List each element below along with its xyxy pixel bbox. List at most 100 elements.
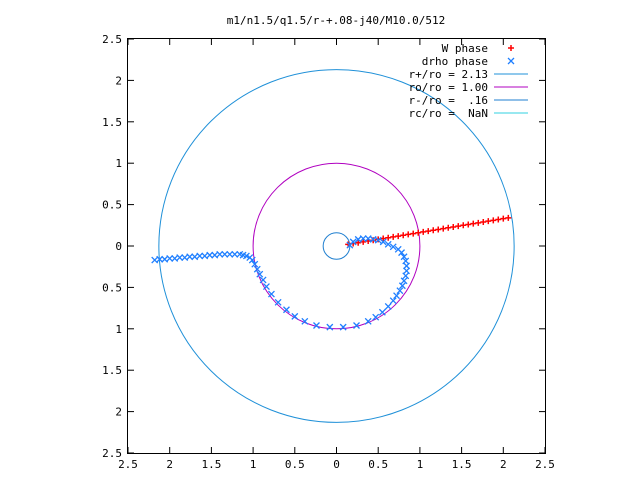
drho-phase-point bbox=[236, 250, 244, 258]
y-tick-label: 0.5 bbox=[102, 281, 122, 294]
w-phase-point bbox=[445, 224, 452, 231]
drho-phase-point bbox=[256, 270, 264, 278]
drho-phase-point bbox=[274, 298, 282, 306]
drho-phase-point bbox=[262, 283, 270, 291]
w-phase-point bbox=[500, 215, 507, 222]
drho-phase-point bbox=[313, 322, 320, 329]
x-tick-label: 2 bbox=[500, 458, 507, 471]
drho-phase-point bbox=[251, 260, 259, 268]
y-tick-label: 1.5 bbox=[102, 116, 122, 129]
drho-phase-point bbox=[259, 276, 267, 284]
legend-entry-label: r+/ro = 2.13 bbox=[409, 68, 488, 81]
drho-phase-point bbox=[349, 238, 357, 246]
w-phase-point bbox=[420, 228, 427, 235]
drho-phase-point bbox=[402, 272, 410, 280]
x-tick-label: 2 bbox=[166, 458, 173, 471]
drho-phase-point bbox=[398, 282, 406, 290]
y-tick-label: 0 bbox=[115, 240, 122, 253]
x-tick-label: 1 bbox=[250, 458, 257, 471]
drho-phase-point bbox=[359, 235, 367, 243]
drho-phase-point bbox=[151, 256, 159, 264]
w-phase-point bbox=[505, 214, 512, 221]
drho-phase-point bbox=[201, 252, 209, 260]
drho-phase-point bbox=[211, 251, 219, 259]
drho-phase-point bbox=[364, 317, 372, 325]
drho-phase-point bbox=[339, 323, 347, 331]
legend-entry-label: W phase bbox=[442, 42, 488, 55]
drho-phase-point bbox=[161, 255, 169, 263]
y-tick-label: 2 bbox=[115, 74, 122, 87]
w-phase-point bbox=[355, 239, 362, 246]
drho-phase-point bbox=[353, 322, 360, 329]
x-tick-label: 2.5 bbox=[535, 458, 555, 471]
drho-phase-point bbox=[221, 250, 229, 258]
w-phase-point bbox=[410, 230, 417, 237]
w-phase-point bbox=[435, 226, 442, 233]
drho-phase-point bbox=[267, 290, 275, 298]
w-phase-point bbox=[465, 221, 472, 228]
drho-phase-point bbox=[231, 250, 239, 258]
y-tick-label: 1.5 bbox=[102, 364, 122, 377]
w-phase-point bbox=[385, 234, 392, 241]
y-tick-label: 1 bbox=[115, 323, 122, 336]
w-phase-point bbox=[380, 235, 387, 242]
w-phase-point bbox=[475, 219, 482, 226]
drho-phase-point bbox=[301, 317, 309, 325]
legend-plus-sample bbox=[508, 45, 514, 51]
drho-phase-point bbox=[226, 250, 234, 258]
legend-entry-label: ro/ro = 1.00 bbox=[409, 81, 488, 94]
x-tick-label: 0 bbox=[333, 458, 340, 471]
w-phase-point bbox=[485, 218, 492, 225]
drho-phase-point bbox=[384, 302, 392, 310]
drho-phase-point bbox=[246, 254, 254, 262]
drho-phase-point bbox=[291, 312, 299, 320]
w-phase-point bbox=[405, 231, 412, 238]
w-phase-point bbox=[400, 232, 407, 239]
w-phase-point bbox=[440, 225, 447, 232]
drho-phase-point bbox=[400, 277, 408, 285]
x-tick-label: 2.5 bbox=[118, 458, 138, 471]
drho-phase-point bbox=[378, 308, 386, 316]
x-tick-label: 1 bbox=[417, 458, 424, 471]
y-tick-label: 2.5 bbox=[102, 447, 122, 460]
w-phase-point bbox=[495, 216, 502, 223]
drho-phase-point bbox=[384, 240, 392, 248]
drho-phase-point bbox=[396, 287, 404, 295]
legend-entry-label: r-/ro = .16 bbox=[409, 94, 488, 107]
x-tick-label: 1.5 bbox=[201, 458, 221, 471]
drho-phase-point bbox=[400, 253, 408, 261]
drho-phase-point bbox=[389, 297, 397, 305]
drho-phase-point bbox=[393, 292, 401, 300]
w-phase-point bbox=[395, 233, 402, 240]
drho-phase-point bbox=[326, 323, 334, 331]
x-tick-label: 1.5 bbox=[452, 458, 472, 471]
w-phase-point bbox=[390, 233, 397, 240]
reference-circles bbox=[158, 69, 515, 423]
w-phase-point bbox=[480, 218, 487, 225]
legend-cross-sample bbox=[507, 57, 515, 65]
drho-phase-point bbox=[171, 254, 179, 262]
drho-phase-point bbox=[403, 262, 411, 270]
drho-phase-point bbox=[181, 254, 189, 262]
y-tick-label: 2.5 bbox=[102, 33, 122, 46]
x-tick-label: 0.5 bbox=[285, 458, 305, 471]
y-tick-label: 1 bbox=[115, 157, 122, 170]
w-phase-point bbox=[430, 227, 437, 234]
drho-phase-point bbox=[253, 265, 261, 273]
x-tick-label: 0.5 bbox=[368, 458, 388, 471]
plot-frame bbox=[127, 38, 546, 454]
radius-circle bbox=[158, 69, 515, 423]
w-phase-point bbox=[455, 223, 462, 230]
y-tick-label: 0.5 bbox=[102, 199, 122, 212]
drho-phase-point bbox=[374, 236, 382, 244]
w-phase-point bbox=[415, 229, 422, 236]
w-phase-point bbox=[490, 217, 497, 224]
chart-title: m1/n1.5/q1.5/r-+.08-j40/M10.0/512 bbox=[227, 14, 446, 27]
drho-phase-point bbox=[398, 249, 406, 257]
radius-circle bbox=[322, 232, 351, 260]
drho-phase-point bbox=[191, 253, 199, 261]
w-phase-point bbox=[470, 220, 477, 227]
drho-phase-point bbox=[379, 238, 387, 246]
